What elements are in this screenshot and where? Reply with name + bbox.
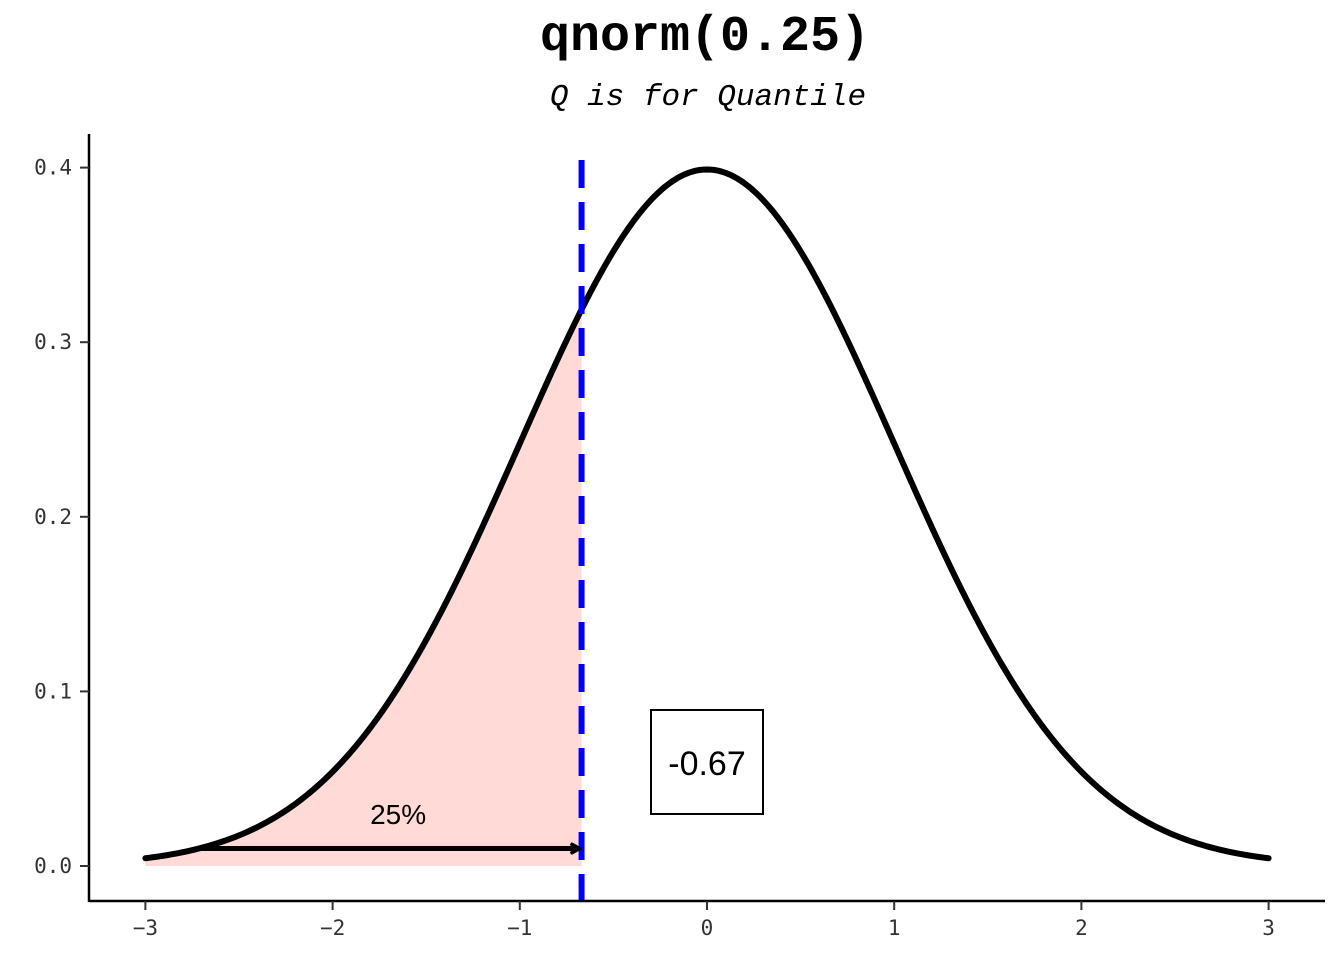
shaded-area (145, 309, 582, 867)
density-curve (142, 166, 1272, 862)
chart-title: qnorm(0.25) (539, 9, 871, 66)
x-tick-label: 3 (1262, 916, 1275, 940)
y-tick-label: 0.0 (34, 854, 72, 878)
x-tick-label: 0 (701, 916, 714, 940)
value-label-box (650, 708, 764, 815)
x-tick-label: 2 (1075, 916, 1088, 940)
x-tick-label: −2 (320, 916, 345, 940)
chart-subtitle: Q is for Quantile (549, 80, 867, 115)
x-tick-label: −3 (133, 916, 158, 940)
x-ticks: −3 −2 −1 0 1 2 3 (133, 901, 1275, 940)
y-ticks: 0.0 0.1 0.2 0.3 0.4 (34, 156, 89, 878)
x-tick-label: −1 (507, 916, 532, 940)
y-tick-label: 0.1 (34, 679, 72, 703)
y-tick-label: 0.3 (34, 330, 72, 354)
percent-label: 25% (370, 799, 426, 830)
y-tick-label: 0.4 (34, 156, 72, 180)
y-tick-label: 0.2 (34, 505, 72, 529)
value-label: -0.67 (668, 745, 746, 783)
x-tick-label: 1 (888, 916, 901, 940)
